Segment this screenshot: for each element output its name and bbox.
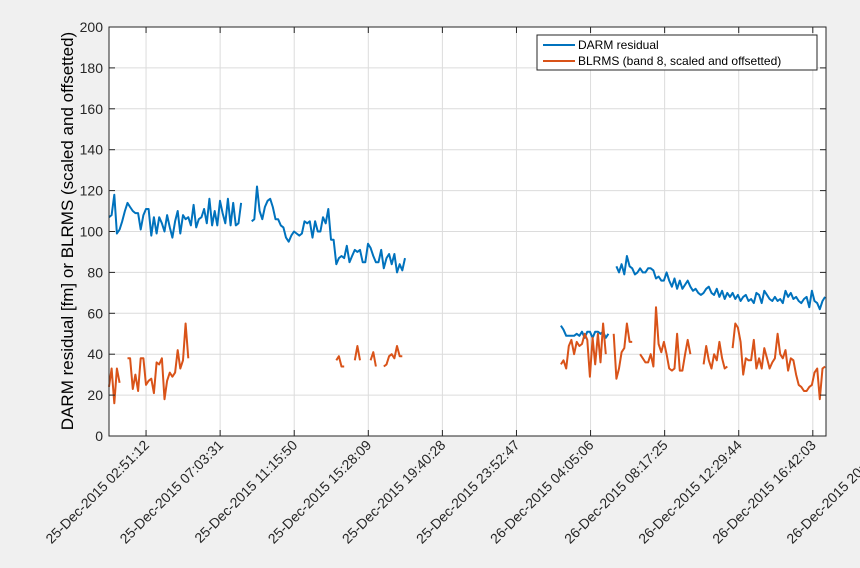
y-tick-label: 100 (80, 224, 104, 240)
darm-residual-line (108, 193, 243, 239)
tick-marks (109, 26, 826, 437)
blrms-line (702, 340, 728, 370)
y-tick-label: 0 (95, 428, 103, 444)
y-tick-label: 60 (87, 305, 103, 321)
y-tick-label: 80 (87, 264, 103, 280)
legend: DARM residual BLRMS (band 8, scaled and … (536, 34, 818, 71)
blrms-line (369, 351, 377, 367)
y-tick-label: 120 (80, 183, 104, 199)
blrms-line (353, 345, 361, 361)
y-tick-label: 180 (80, 60, 104, 76)
blrms-line (731, 322, 826, 401)
y-tick-label: 20 (87, 387, 103, 403)
legend-label-darm: DARM residual (578, 38, 659, 52)
y-tick-label: 200 (80, 19, 104, 35)
blrms-line (127, 322, 190, 401)
darm-residual-line (615, 255, 826, 311)
blrms-line (639, 306, 692, 372)
blrms-line (335, 355, 345, 368)
darm-residual-line (560, 325, 610, 339)
blrms-line (108, 367, 121, 405)
y-tick-labels: 0 20 40 60 80 100 120 140 160 180 200 (80, 19, 104, 444)
y-tick-label: 40 (87, 346, 103, 362)
y-axis-label: DARM residual [fm] or BLRMS (scaled and … (58, 32, 77, 430)
y-tick-label: 160 (80, 101, 104, 117)
y-tick-label: 140 (80, 142, 104, 158)
blrms-line (383, 345, 403, 368)
legend-box (536, 34, 818, 71)
blrms-line (612, 322, 633, 380)
legend-label-blrms: BLRMS (band 8, scaled and offsetted) (578, 54, 781, 68)
blrms-line (560, 322, 607, 378)
darm-residual-line (251, 185, 406, 274)
series-layer (108, 185, 826, 405)
